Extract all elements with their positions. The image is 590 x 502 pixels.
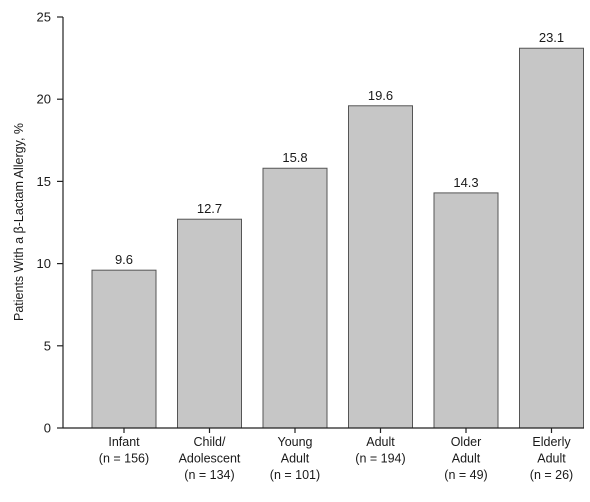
bar bbox=[91, 269, 157, 429]
x-tick-label: Older Adult (n = 49) bbox=[444, 435, 487, 482]
x-tick-label-line: (n = 101) bbox=[270, 468, 320, 482]
x-axis: Infant (n = 156) Child/Adolescent (n = 134)… bbox=[63, 427, 584, 482]
x-tick-label: Elderly Adult (n = 26) bbox=[530, 435, 573, 482]
data-label: 15.8 bbox=[282, 150, 307, 165]
bar bbox=[177, 218, 242, 429]
x-tick-label-line: Adult bbox=[537, 452, 566, 466]
y-axis: 0 5 10 15 20 25 bbox=[37, 10, 64, 436]
data-label: 9.6 bbox=[115, 252, 133, 267]
x-tick-label-line: Infant bbox=[108, 435, 140, 449]
data-label: 14.3 bbox=[453, 175, 478, 190]
data-labels: 9.6 12.7 15.8 19.6 14.3 23.1 bbox=[115, 30, 564, 267]
x-tick-label: Young Adult (n = 101) bbox=[270, 435, 320, 482]
bar bbox=[262, 167, 328, 429]
bar bbox=[348, 105, 413, 429]
x-tick-label-line: (n = 156) bbox=[99, 452, 149, 466]
bars bbox=[91, 47, 584, 429]
y-axis-title: Patients With a β-Lactam Allergy, % bbox=[12, 123, 26, 321]
data-label: 19.6 bbox=[368, 88, 393, 103]
x-tick-label: Child/Adolescent (n = 134) bbox=[179, 435, 241, 482]
y-tick-label: 15 bbox=[37, 174, 51, 189]
x-tick-label-line: (n = 134) bbox=[184, 468, 234, 482]
x-tick-label-line: Elderly bbox=[532, 435, 571, 449]
y-tick-label: 10 bbox=[37, 256, 51, 271]
x-tick-label: Infant (n = 156) bbox=[99, 435, 149, 466]
x-tick-label-line: (n = 26) bbox=[530, 468, 573, 482]
y-tick-label: 25 bbox=[37, 10, 51, 25]
y-tick-label: 5 bbox=[44, 338, 51, 353]
x-tick-label: Adult (n = 194) bbox=[355, 435, 405, 466]
bar bbox=[433, 192, 499, 429]
x-tick-label-line: (n = 49) bbox=[444, 468, 487, 482]
x-tick-label-line: Adolescent bbox=[179, 452, 241, 466]
bar bbox=[519, 47, 584, 429]
x-tick-label-line: Young bbox=[278, 435, 313, 449]
x-tick-label-line: Adult bbox=[281, 452, 310, 466]
x-tick-label-line: Adult bbox=[452, 452, 481, 466]
x-tick-label-line: (n = 194) bbox=[355, 452, 405, 466]
data-label: 23.1 bbox=[539, 30, 564, 45]
y-tick-label: 20 bbox=[37, 92, 51, 107]
data-label: 12.7 bbox=[197, 201, 222, 216]
x-tick-label-line: Adult bbox=[366, 435, 395, 449]
x-tick-label-line: Child/ bbox=[194, 435, 226, 449]
y-tick-label: 0 bbox=[44, 421, 51, 436]
x-tick-label-line: Older bbox=[451, 435, 482, 449]
